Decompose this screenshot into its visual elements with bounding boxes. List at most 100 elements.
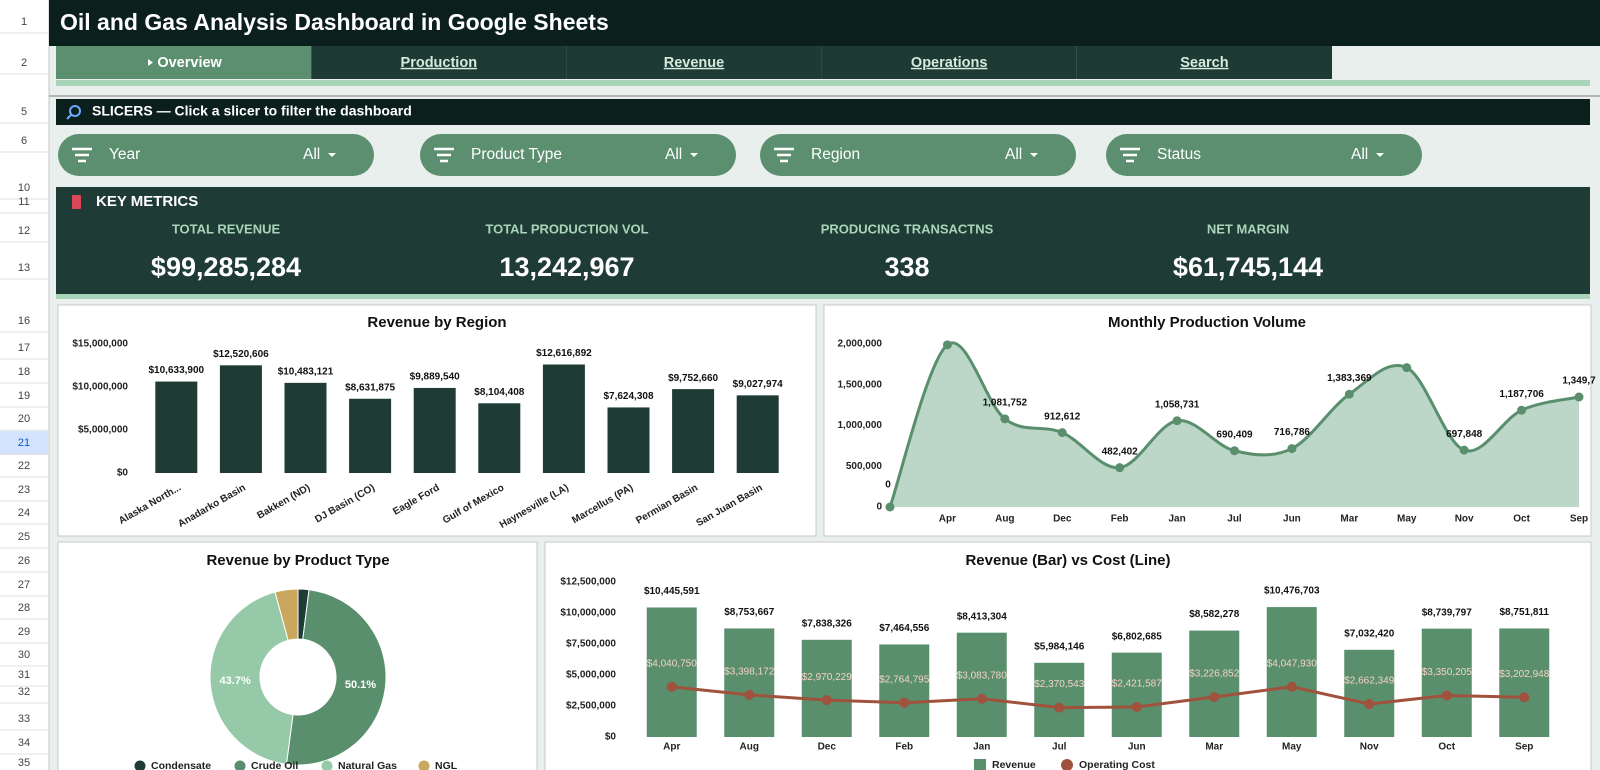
y-tick-label: $12,500,000 [560,577,616,588]
value-label: 690,409 [1216,429,1253,440]
legend-swatch [418,760,430,770]
value-label: $8,104,408 [474,387,524,398]
slicer-title: SLICERS — Click a slicer to filter the d… [92,103,412,119]
value-label: $3,226,852 [1189,669,1239,680]
legend-label: Crude Oil [251,760,298,770]
x-tick-label: Mar [1205,742,1223,753]
x-tick-label: Aug [995,514,1014,525]
value-label: 1,383,369 [1327,373,1372,384]
slicer-value[interactable]: All [303,146,320,163]
bar [646,607,697,737]
row-number: 21 [18,437,30,449]
metric-value: 13,242,967 [499,252,634,282]
value-label: $2,764,795 [879,674,929,685]
nav-tab[interactable] [56,46,312,79]
point [1172,416,1182,426]
slicer-label[interactable]: Product Type [471,146,562,163]
nav-label[interactable]: Production [401,55,478,71]
bar [1266,607,1317,737]
slicer-value[interactable]: All [1351,146,1368,163]
dashboard-title: Oil and Gas Analysis Dashboard in Google… [60,9,609,35]
point [1441,690,1452,701]
x-tick-label: Jun [1128,742,1146,753]
x-tick-label: Aug [740,742,759,753]
dropdown-caret[interactable] [690,153,698,157]
metric-label: NET MARGIN [1207,221,1289,236]
row-number: 18 [18,366,30,378]
value-label: $3,202,948 [1499,669,1549,680]
point [744,689,755,700]
slicer[interactable] [420,134,736,176]
value-label: $8,582,278 [1189,609,1239,620]
x-tick-label: Oct [1513,514,1530,525]
bar [1421,628,1472,737]
y-tick-label: $7,500,000 [566,639,616,650]
row-number: 22 [18,460,30,472]
x-tick-label: Nov [1360,742,1379,753]
point [1574,392,1584,402]
metric-label: PRODUCING TRANSACTNS [821,221,994,236]
row-number: 23 [18,484,30,496]
row-number: 24 [18,507,30,519]
legend-label: Operating Cost [1079,759,1155,770]
bar [1034,662,1085,737]
nav-tab[interactable] [1076,46,1332,79]
value-label: 1,058,731 [1155,399,1200,410]
bar [724,628,775,737]
y-tick-label: $10,000,000 [560,608,616,619]
nav-label[interactable]: Search [1180,55,1228,71]
x-tick-label: Dec [818,742,837,753]
point [885,502,895,512]
row-number: 34 [18,737,30,749]
nav-tab[interactable] [311,46,567,79]
nav-label[interactable]: Operations [911,55,988,71]
row-number: 12 [18,225,30,237]
point [976,693,987,704]
slicer-value[interactable]: All [665,146,682,163]
point [1057,428,1067,438]
slicer-label[interactable]: Region [811,146,860,163]
x-tick-label: Feb [895,742,913,753]
y-tick-label: $15,000,000 [72,339,128,350]
dropdown-caret[interactable] [328,153,336,157]
value-label: $8,631,875 [345,382,395,393]
value-label: $8,413,304 [957,611,1007,622]
dropdown-caret[interactable] [1376,153,1384,157]
slicer[interactable] [58,134,374,176]
legend-label: Natural Gas [338,760,397,770]
metric-label: TOTAL REVENUE [172,221,281,236]
nav-tab[interactable] [566,46,822,79]
metrics-title: KEY METRICS [96,193,198,210]
slicer-label[interactable]: Status [1157,146,1201,163]
dropdown-caret[interactable] [1030,153,1038,157]
nav-label[interactable]: Overview [157,55,222,71]
bar [413,387,456,473]
row-number: 17 [18,342,30,354]
legend-swatch [234,760,246,770]
x-tick-label: Feb [1111,514,1129,525]
nav-tab[interactable] [821,46,1077,79]
donut-slice [285,589,387,766]
value-label: 482,402 [1102,446,1139,457]
slicer[interactable] [1106,134,1422,176]
slicer-value[interactable]: All [1005,146,1022,163]
slicer[interactable] [760,134,1076,176]
point [1344,389,1354,399]
row-number: 16 [18,315,30,327]
row-highlight [0,431,48,455]
chart-title: Revenue by Product Type [206,552,389,569]
legend-swatch [134,760,146,770]
point [1000,414,1010,424]
x-tick-label: Dec [1053,514,1072,525]
metrics-underline [56,294,1590,299]
slicer-label[interactable]: Year [109,146,140,163]
point [899,697,910,708]
row-number: 26 [18,555,30,567]
legend-swatch [974,759,986,770]
bar [956,632,1007,737]
nav-label[interactable]: Revenue [664,55,724,71]
legend-label: Condensate [151,760,211,770]
chart-title: Revenue (Bar) vs Cost (Line) [965,552,1170,569]
bar [219,365,262,473]
